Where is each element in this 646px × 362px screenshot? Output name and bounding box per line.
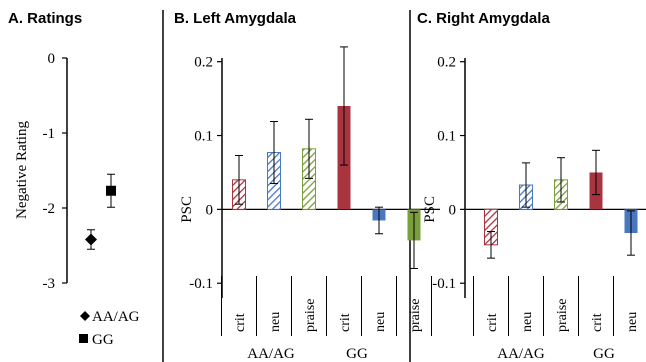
y-tick-label: 0 [449,202,457,218]
y-tick-label: 0 [206,202,214,218]
category-label: crit [338,313,353,332]
panel-a-ylabel: Negative Rating [14,121,30,219]
category-label: neu [268,312,283,332]
group-label: GG [593,346,615,362]
category-label: crit [485,313,500,332]
legend-label-gg: GG [92,332,114,348]
y-tick-label: -0.1 [432,276,456,292]
category-label: neu [373,312,388,332]
panel-a-legend: AA/AG GG [79,309,140,348]
y-tick-label: 0.1 [194,129,213,145]
group-label: GG [346,346,368,362]
panel-a-y-tick-label: -1 [43,126,56,142]
category-label: crit [233,313,248,332]
category-label: praise [555,299,570,332]
panel-a-title: A. Ratings [8,10,82,27]
panel-c-title: C. Right Amygdala [417,10,550,27]
panel-c-right-amygdala: C. Right Amygdala 0.2 0.1 0 -0.1 PSC crit neu p… [417,10,646,362]
panel-a-y-tick-label: -2 [43,201,56,217]
panel-a-y-tick-label: 0 [48,51,56,67]
y-tick-label: -0.1 [189,276,213,292]
legend-diamond-icon [80,311,90,321]
group-label: AA/AG [497,346,545,362]
y-tick-label: 0.1 [437,129,456,145]
category-label: neu [625,312,640,332]
y-tick-label: 0.2 [437,55,456,71]
y-axis-label: PSC [179,196,195,223]
legend-square-icon [79,334,88,343]
legend-label-aa-ag: AA/AG [92,309,140,325]
panel-b-left-amygdala: B. Left Amygdala 0.2 0.1 0 -0.1 PSC crit neu pr… [174,10,440,362]
rating-point-gg [106,185,116,196]
group-label: AA/AG [247,346,295,362]
y-axis-label: PSC [422,196,438,223]
panel-a-ratings: A. Ratings Negative Rating 0 -1 -2 -3 AA/AG… [8,10,140,348]
panel-b-title: B. Left Amygdala [174,10,297,27]
rating-point-aa-ag [85,233,97,246]
y-tick-label: 0.2 [194,55,213,71]
category-label: praise [408,299,423,332]
category-label: neu [520,312,535,332]
category-label: praise [303,299,318,332]
panel-a-y-tick-label: -3 [43,276,56,292]
category-label: crit [590,313,605,332]
